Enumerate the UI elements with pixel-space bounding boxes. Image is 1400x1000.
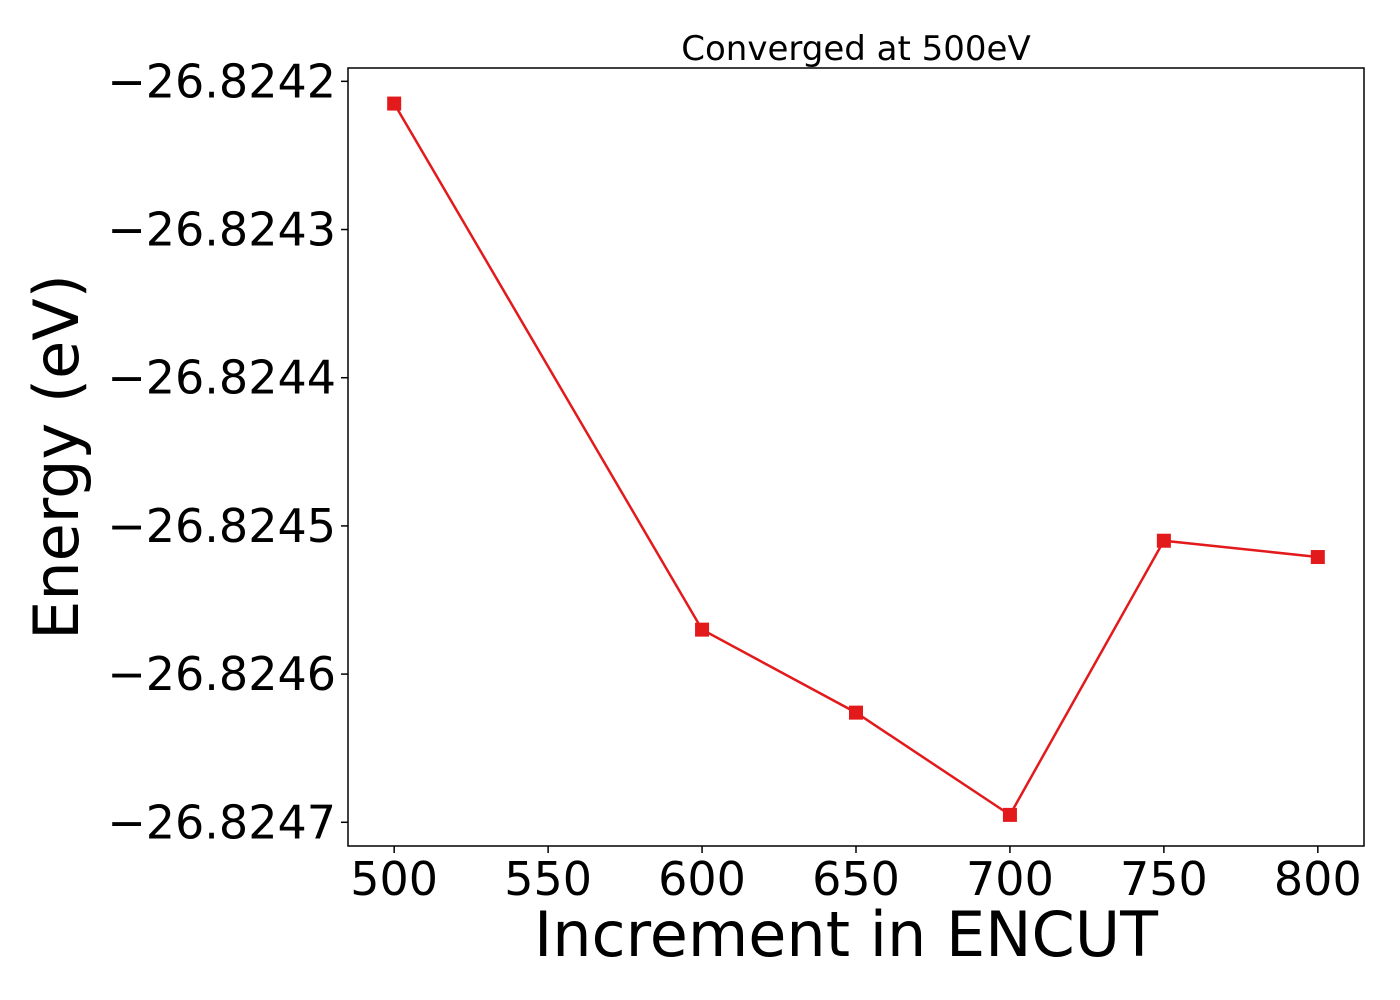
- data-point-marker: [849, 705, 863, 720]
- data-point-marker: [1310, 550, 1325, 565]
- data-point-marker: [1002, 807, 1017, 822]
- plot-frame: [347, 67, 1365, 847]
- y-tick-label: −26.8245: [107, 499, 336, 553]
- y-tick-label: −26.8244: [107, 351, 336, 405]
- x-tick-label: 750: [1120, 852, 1208, 906]
- chart-title: Converged at 500eV: [681, 29, 1030, 69]
- y-axis-title: Energy (eV): [20, 274, 93, 640]
- x-tick-label: 550: [504, 852, 592, 906]
- y-tick-label: −26.8242: [107, 54, 336, 108]
- x-axis: 500 550 600 650 700 750 800: [350, 846, 1362, 906]
- x-tick-label: 800: [1274, 852, 1362, 906]
- x-axis-title: Increment in ENCUT: [534, 898, 1159, 971]
- x-tick-label: 600: [658, 852, 746, 906]
- x-tick-label: 650: [812, 852, 900, 906]
- series-line: [393, 102, 1318, 817]
- y-axis: −26.8242 −26.8243 −26.8244 −26.8245 −26.8246…: [107, 54, 348, 849]
- data-point-marker: [1156, 533, 1171, 548]
- data-point-marker: [387, 96, 402, 111]
- x-tick-label: 700: [966, 852, 1054, 906]
- series-layer: [387, 96, 1325, 822]
- y-tick-label: −26.8243: [107, 203, 336, 257]
- y-tick-label: −26.8246: [107, 647, 336, 701]
- x-tick-label: 500: [350, 852, 438, 906]
- data-point-marker: [695, 622, 710, 637]
- y-tick-label: −26.8247: [107, 795, 336, 849]
